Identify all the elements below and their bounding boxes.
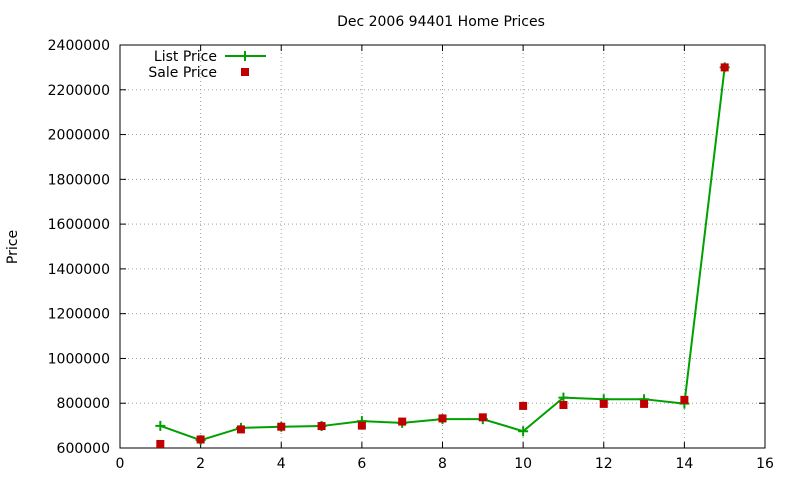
sale-price-point — [680, 395, 689, 404]
x-tick-label: 14 — [675, 456, 693, 472]
sale-price-point — [317, 422, 326, 431]
y-tick-label: 2200000 — [48, 83, 110, 99]
y-tick-label: 1000000 — [48, 351, 110, 367]
x-tick-label: 6 — [357, 456, 366, 472]
y-tick-label: 2400000 — [48, 38, 110, 54]
grid — [120, 45, 765, 448]
y-tick-label: 1600000 — [48, 217, 110, 233]
sale-price-point — [519, 401, 528, 410]
sale-price-point — [478, 413, 487, 422]
sale-price-point — [277, 422, 286, 431]
list-price-point — [155, 420, 166, 431]
y-tick-label: 800000 — [57, 396, 110, 412]
x-tick-label: 8 — [438, 456, 447, 472]
sale-price-point — [559, 401, 568, 410]
y-tick-label: 2000000 — [48, 128, 110, 144]
series-layer — [155, 62, 730, 448]
x-tick-label: 2 — [196, 456, 205, 472]
sale-price-point — [196, 435, 205, 444]
chart-title: Dec 2006 94401 Home Prices — [337, 14, 545, 30]
sale-price-point — [398, 417, 407, 426]
sale-price-point — [357, 421, 366, 430]
sale-price-point — [236, 425, 245, 434]
sale-price-point — [720, 63, 729, 72]
x-tick-label: 4 — [277, 456, 286, 472]
x-tick-label: 0 — [116, 456, 125, 472]
x-tick-label: 12 — [595, 456, 613, 472]
y-axis-label: Price — [5, 230, 21, 264]
x-tick-label: 16 — [756, 456, 774, 472]
sale-price-point — [599, 399, 608, 408]
sale-price-point — [156, 439, 165, 448]
y-tick-label: 1800000 — [48, 172, 110, 188]
list-price-legend-marker — [240, 51, 250, 61]
sale-price-legend-marker — [241, 68, 249, 76]
x-tick-label: 10 — [514, 456, 532, 472]
list-price-point — [518, 426, 529, 437]
sale-price-point — [640, 399, 649, 408]
sale-price-point — [438, 414, 447, 423]
list-price-point — [558, 392, 569, 403]
y-tick-label: 1400000 — [48, 262, 110, 278]
axis-ticks: 0 2 4 6 8 10 12 14 16 600000 800000 1000000 1200000 1… — [48, 38, 774, 472]
list-price-legend-label: List Price — [154, 49, 217, 65]
sale-price-legend-label: Sale Price — [148, 65, 217, 81]
y-tick-label: 600000 — [57, 441, 110, 457]
y-tick-label: 1200000 — [48, 307, 110, 323]
plot-frame — [119, 44, 766, 449]
